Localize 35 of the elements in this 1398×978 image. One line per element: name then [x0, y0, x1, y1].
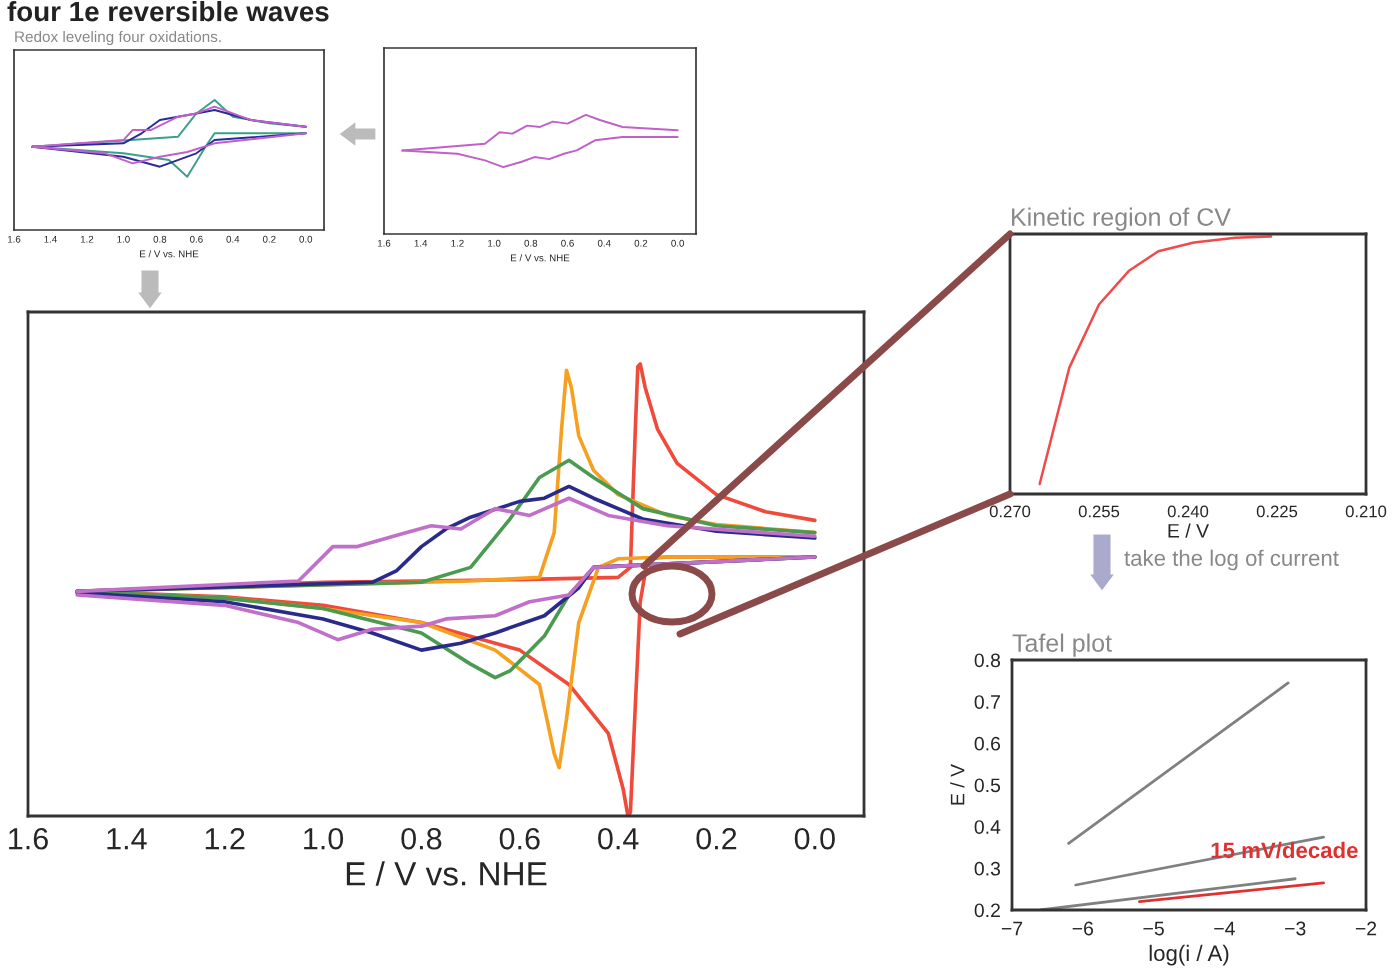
x-tick-label: 0.270 — [989, 505, 1031, 518]
x-tick-label: 1.6 — [9, 827, 48, 850]
x-tick-label: −3 — [1285, 921, 1306, 936]
chart-title: four 1e reversible waves — [7, 0, 329, 22]
x-axis-title: log(i / A) — [1149, 944, 1229, 966]
chart-title: Kinetic region of CV — [1012, 207, 1231, 231]
x-tick-label: 0.255 — [1078, 505, 1120, 518]
annotation: 15 mV/decade — [1211, 841, 1358, 859]
y-tick-label: 0.3 — [974, 861, 1001, 876]
x-tick-label: 1.0 — [304, 827, 344, 850]
y-tick-label: 0.7 — [974, 695, 1000, 709]
x-axis-title: E / V — [1168, 523, 1209, 538]
y-axis-title: E / V — [950, 764, 965, 805]
x-axis-title: E / V vs. NHE — [346, 861, 547, 886]
y-tick-label: 0.8 — [974, 653, 1001, 668]
x-tick-label: −7 — [1001, 921, 1023, 936]
x-tick-label: 0.2 — [696, 827, 737, 850]
x-tick-label: 1.4 — [107, 828, 147, 850]
text: take the log of current — [1124, 549, 1339, 571]
x-tick-label: 0.0 — [794, 827, 835, 850]
x-tick-label: −6 — [1072, 921, 1094, 936]
x-tick-label: 1.2 — [205, 827, 245, 850]
x-tick-label: 0.4 — [598, 827, 639, 850]
x-tick-label: −5 — [1143, 921, 1164, 936]
x-tick-label: 0.225 — [1256, 505, 1298, 518]
x-tick-label: −2 — [1355, 921, 1377, 936]
x-tick-label: 0.210 — [1345, 505, 1387, 518]
x-tick-label: 0.6 — [499, 827, 540, 850]
x-tick-label: 0.240 — [1167, 505, 1209, 518]
y-tick-label: 0.2 — [974, 903, 1000, 918]
x-tick-label: 0.8 — [401, 827, 442, 850]
y-tick-label: 0.6 — [974, 736, 1001, 751]
x-tick-label: −4 — [1214, 921, 1235, 936]
chart-title: Tafel plot — [1012, 633, 1112, 657]
y-tick-label: 0.5 — [974, 778, 1001, 793]
